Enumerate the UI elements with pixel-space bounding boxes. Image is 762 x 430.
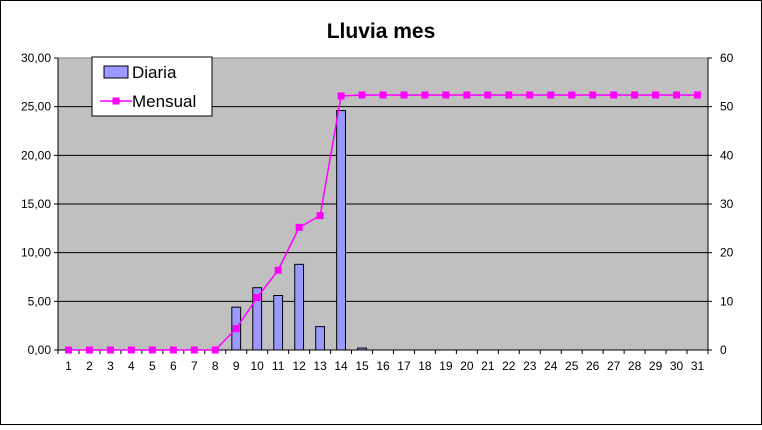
x-tick-label: 3	[107, 359, 114, 373]
point-mensual	[64, 346, 72, 354]
point-mensual	[610, 91, 618, 99]
x-tick-label: 27	[607, 359, 621, 373]
legend-swatch-diaria	[103, 65, 129, 79]
x-tick-label: 9	[233, 359, 240, 373]
x-tick-label: 25	[565, 359, 579, 373]
legend: Diaria Mensual	[91, 56, 213, 117]
x-tick-label: 12	[292, 359, 306, 373]
point-mensual	[106, 346, 114, 354]
x-tick-label: 15	[355, 359, 369, 373]
point-mensual	[253, 293, 261, 301]
x-tick-label: 29	[649, 359, 663, 373]
y-left-tick-label: 25,00	[21, 100, 51, 114]
x-tick-label: 24	[544, 359, 558, 373]
x-tick-label: 4	[128, 359, 135, 373]
x-tick-label: 11	[272, 359, 285, 373]
chart-title: Lluvia mes	[327, 20, 436, 43]
y-right-tick-label: 10	[720, 294, 734, 308]
x-tick-label: 26	[586, 359, 600, 373]
x-tick-label: 28	[628, 359, 642, 373]
bar-diaria	[357, 347, 367, 351]
x-tick-label: 2	[86, 359, 93, 373]
point-mensual	[589, 91, 597, 99]
legend-label-diaria: Diaria	[132, 63, 177, 82]
point-mensual	[358, 91, 366, 99]
y-left-tick-label: 20,00	[21, 148, 51, 162]
y-left-tick-label: 0,00	[28, 343, 52, 357]
y-right-tick-label: 20	[720, 246, 734, 260]
x-tick-label: 19	[439, 359, 453, 373]
y-left-tick-label: 5,00	[28, 294, 52, 308]
x-tick-label: 13	[313, 359, 327, 373]
x-tick-label: 22	[502, 359, 516, 373]
legend-label-mensual: Mensual	[132, 92, 196, 111]
bar-diaria	[294, 263, 305, 351]
point-mensual	[505, 91, 513, 99]
point-mensual	[421, 91, 429, 99]
x-tick-label: 18	[418, 359, 432, 373]
x-tick-label: 21	[481, 359, 495, 373]
point-mensual	[631, 91, 639, 99]
point-mensual	[211, 346, 219, 354]
point-mensual	[673, 91, 681, 99]
point-mensual	[568, 91, 576, 99]
point-mensual	[148, 346, 156, 354]
point-mensual	[694, 91, 702, 99]
x-tick-label: 7	[191, 359, 198, 373]
bar-diaria	[336, 110, 346, 351]
bar-diaria	[252, 287, 263, 351]
y-right-tick-label: 50	[720, 100, 734, 114]
bar-diaria	[273, 294, 284, 351]
x-tick-label: 23	[523, 359, 537, 373]
legend-marker-mensual	[112, 97, 120, 105]
x-tick-label: 14	[334, 359, 348, 373]
x-tick-label: 10	[251, 359, 265, 373]
point-mensual	[274, 266, 282, 274]
point-mensual	[295, 223, 303, 231]
point-mensual	[316, 212, 324, 220]
point-mensual	[526, 91, 534, 99]
y-right-tick-label: 30	[720, 197, 734, 211]
x-tick-label: 6	[170, 359, 177, 373]
x-tick-label: 17	[397, 359, 411, 373]
point-mensual	[232, 325, 240, 333]
x-tick-label: 8	[212, 359, 219, 373]
y-right-tick-label: 60	[720, 51, 734, 65]
bar-diaria	[315, 326, 325, 351]
y-right-tick-label: 0	[720, 343, 727, 357]
point-mensual	[337, 92, 345, 100]
point-mensual	[652, 91, 660, 99]
x-tick-label: 5	[149, 359, 156, 373]
point-mensual	[190, 346, 198, 354]
x-tick-label: 30	[670, 359, 684, 373]
point-mensual	[400, 91, 408, 99]
y-left-tick-label: 15,00	[21, 197, 51, 211]
y-right-tick-label: 40	[720, 148, 734, 162]
point-mensual	[379, 91, 387, 99]
point-mensual	[484, 91, 492, 99]
point-mensual	[85, 346, 93, 354]
point-mensual	[442, 91, 450, 99]
point-mensual	[127, 346, 135, 354]
point-mensual	[547, 91, 555, 99]
x-tick-label: 31	[691, 359, 705, 373]
point-mensual	[463, 91, 471, 99]
y-left-tick-label: 30,00	[21, 51, 51, 65]
x-tick-label: 1	[65, 359, 72, 373]
y-left-tick-label: 10,00	[21, 246, 51, 260]
x-tick-label: 20	[460, 359, 474, 373]
point-mensual	[169, 346, 177, 354]
x-tick-label: 16	[376, 359, 390, 373]
